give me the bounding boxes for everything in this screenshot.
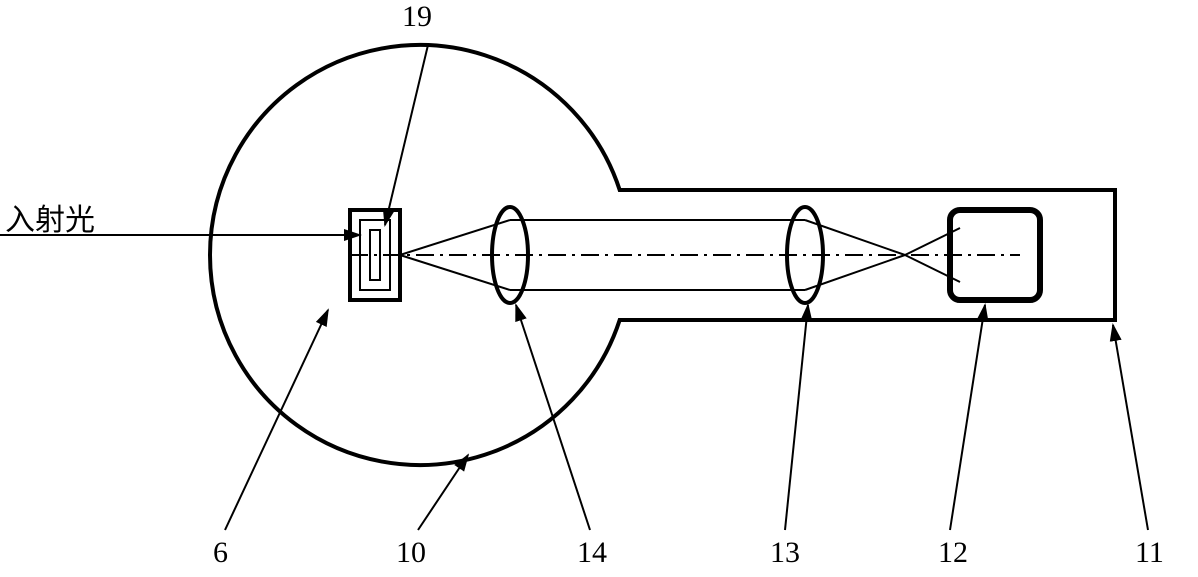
leader-l6 bbox=[225, 310, 328, 530]
label-14: 14 bbox=[577, 536, 607, 570]
leader-l19 bbox=[385, 45, 428, 225]
label-19: 19 bbox=[402, 0, 432, 34]
label-incident-light: 入射光 bbox=[5, 195, 95, 239]
label-6: 6 bbox=[213, 536, 228, 570]
label-10: 10 bbox=[396, 536, 426, 570]
leader-l13 bbox=[785, 305, 808, 530]
label-12: 12 bbox=[938, 536, 968, 570]
leader-l14 bbox=[516, 305, 590, 530]
diagram-stage: 19 入射光 6 10 14 13 12 11 bbox=[0, 0, 1198, 577]
label-11: 11 bbox=[1135, 536, 1164, 570]
label-13: 13 bbox=[770, 536, 800, 570]
leader-l11 bbox=[1113, 325, 1148, 530]
diagram-svg bbox=[0, 0, 1198, 577]
leader-l12 bbox=[950, 305, 985, 530]
